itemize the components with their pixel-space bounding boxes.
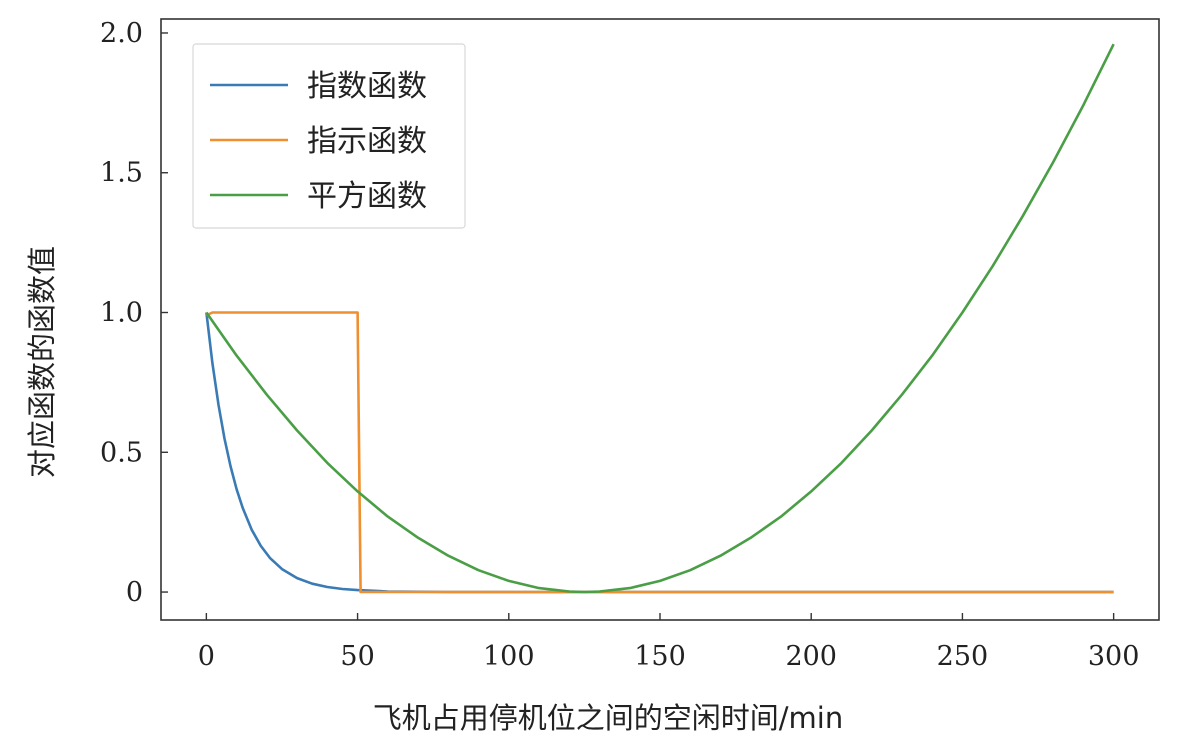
legend-label-3: 平方函数 [307,179,427,214]
x-tick-label: 50 [340,641,374,672]
x-tick-label: 100 [483,641,535,672]
y-tick-label: 1.5 [100,158,143,189]
y-tick-label: 1.0 [100,298,143,329]
y-tick-label: 2.0 [100,18,143,49]
series-group [205,43,1115,594]
series-line-3 [205,43,1115,594]
series-line-2 [205,311,1114,594]
legend-label-1: 指数函数 [307,69,427,104]
x-tick-label: 150 [634,641,686,672]
x-tick-label: 200 [785,641,837,672]
x-tick-label: 250 [937,641,989,672]
legend-label-2: 指示函数 [307,124,427,159]
ticks: 0 50 100 150 200 250 300 0 0.5 1.0 1.5 2.0 [100,18,1139,672]
y-tick-label: 0.5 [100,437,143,468]
x-tick-label: 300 [1088,641,1140,672]
y-tick-label: 0 [126,577,143,608]
series-line-1 [205,312,1114,594]
x-axis-label: 飞机占用停机位之间的空闲时间/min [373,701,843,735]
y-axis-label: 对应函数的函数值 [25,246,59,478]
legend-box [192,43,466,229]
x-tick-label: 0 [198,641,215,672]
